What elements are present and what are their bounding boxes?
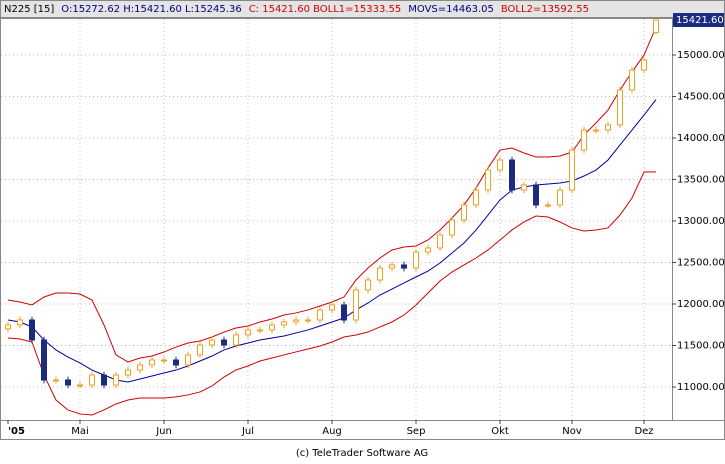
- candle-body: [65, 379, 71, 386]
- header-text: N225 [15]: [4, 4, 54, 15]
- candle-body: [545, 204, 551, 207]
- candle-body: [461, 204, 467, 221]
- candle-body: [317, 309, 323, 321]
- plot-area: [0, 18, 673, 421]
- candle-body: [125, 369, 131, 376]
- x-tick-label: Dez: [634, 426, 653, 437]
- candle-body: [41, 339, 47, 381]
- candle-body: [437, 234, 443, 249]
- candle-body: [185, 354, 191, 366]
- candle-body: [629, 69, 635, 91]
- candle-body: [425, 247, 431, 253]
- candle-body: [173, 359, 179, 366]
- last-price-box: [673, 13, 724, 28]
- candle-body: [281, 321, 287, 326]
- candle-body: [101, 374, 107, 386]
- candle-body: [605, 124, 611, 131]
- header-text: BOLL2=13592.55: [501, 4, 589, 15]
- candle-body: [257, 329, 263, 332]
- candle-body: [161, 359, 167, 362]
- candle-body: [401, 264, 407, 269]
- candle-body: [233, 334, 239, 346]
- x-tick-label: Okt: [491, 426, 509, 437]
- candle-body: [137, 364, 143, 371]
- candle-body: [341, 304, 347, 321]
- y-tick-label: 15000.00: [677, 50, 725, 61]
- candle-body: [17, 319, 23, 326]
- y-tick-label: 11500.00: [677, 340, 725, 351]
- x-tick-label: Sep: [407, 426, 426, 437]
- candle-body: [581, 129, 587, 151]
- x-tick-label: '05: [8, 426, 25, 437]
- candle-body: [149, 359, 155, 366]
- x-tick-label: Aug: [322, 426, 342, 437]
- candle-body: [569, 149, 575, 191]
- candle-body: [209, 339, 215, 346]
- candle-body: [329, 304, 335, 311]
- y-tick-label: 14000.00: [677, 133, 725, 144]
- x-tick-label: Jul: [241, 426, 254, 437]
- candle-body: [509, 159, 515, 191]
- candle-body: [521, 184, 527, 191]
- y-tick-label: 13000.00: [677, 216, 725, 227]
- candle-body: [377, 267, 383, 281]
- candle-body: [221, 339, 227, 346]
- header-text: O:15272.62 H:15421.60 L:15245.36: [61, 4, 241, 15]
- candle-body: [653, 19, 659, 33]
- candle-body: [89, 374, 95, 386]
- x-axis-panel: [0, 420, 725, 440]
- y-tick-label: 11000.00: [677, 382, 725, 393]
- y-tick-label: 12000.00: [677, 299, 725, 310]
- candle-body: [29, 319, 35, 341]
- candle-body: [485, 169, 491, 191]
- candle-body: [113, 374, 119, 386]
- candle-body: [77, 384, 83, 387]
- candle-body: [389, 264, 395, 269]
- candle-body: [197, 344, 203, 356]
- band-line: [7, 171, 657, 416]
- candle-body: [557, 189, 563, 206]
- candle-body: [497, 159, 503, 171]
- candle-body: [533, 184, 539, 206]
- x-tick-label: Jun: [155, 426, 172, 437]
- candle-body: [269, 324, 275, 331]
- y-tick-label: 13500.00: [677, 174, 725, 185]
- header-text: C: 15421.60 BOLL1=15333.55: [249, 4, 402, 15]
- header-text: MOVS=14463.05: [408, 4, 494, 15]
- y-tick-label: 12500.00: [677, 257, 725, 268]
- candle-body: [5, 324, 11, 330]
- candle-body: [353, 289, 359, 321]
- candle-body: [593, 129, 599, 132]
- candle-body: [293, 319, 299, 323]
- y-tick-label: 14500.00: [677, 92, 725, 103]
- candle-body: [305, 319, 311, 322]
- candle-body: [245, 329, 251, 336]
- last-price-label: 15421.60: [676, 15, 724, 26]
- candle-body: [473, 189, 479, 206]
- candle-body: [413, 251, 419, 269]
- x-tick-label: Nov: [562, 426, 582, 437]
- candle-body: [365, 279, 371, 291]
- footer: (c) TeleTrader Software AG: [296, 448, 428, 459]
- candle-body: [53, 379, 59, 382]
- x-tick-label: Mai: [71, 426, 89, 437]
- candle-body: [641, 59, 647, 71]
- candle-body: [617, 89, 623, 126]
- candle-body: [449, 219, 455, 236]
